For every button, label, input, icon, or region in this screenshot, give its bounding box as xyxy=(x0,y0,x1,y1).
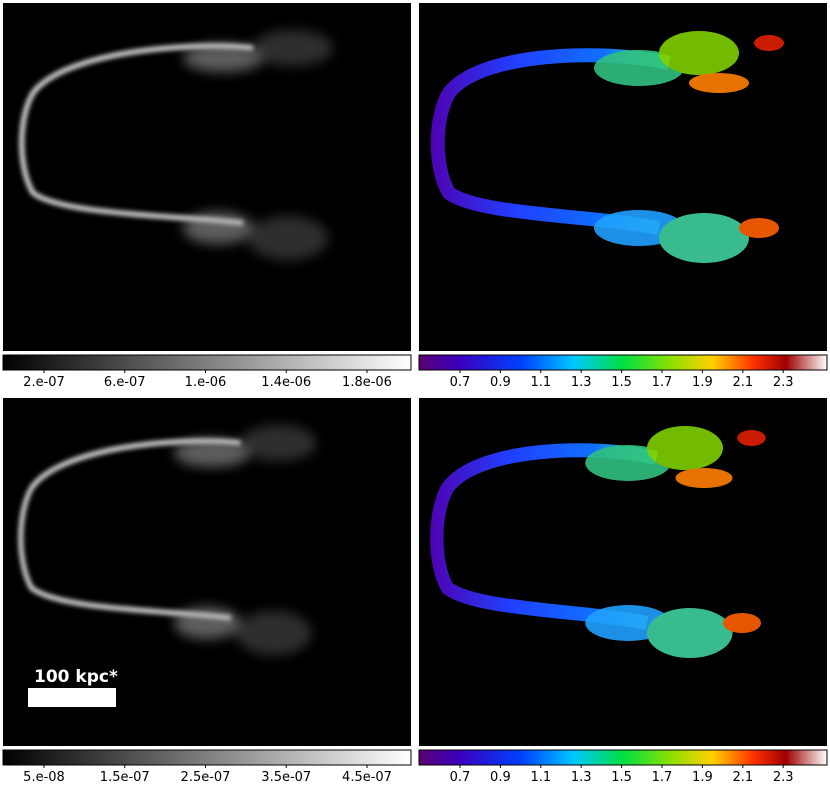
scale-bar xyxy=(28,688,116,707)
colorbar-tick-label: 1.9 xyxy=(692,770,713,785)
scale-bar-label: 100 kpc* xyxy=(34,667,118,687)
colorbar-tick-label: 0.7 xyxy=(450,770,471,785)
colorbar-tick-label: 1.1 xyxy=(530,375,551,390)
colorbar-tick-label: 2.3 xyxy=(773,375,794,390)
colorbar-tick-label: 2.e-07 xyxy=(23,375,65,390)
colorbar-tick-label: 1.5 xyxy=(611,375,632,390)
colorbar-tick-label: 0.9 xyxy=(490,770,511,785)
colorbar-tick-label: 4.5e-07 xyxy=(342,770,392,785)
colorbar-tick-label: 1.1 xyxy=(530,770,551,785)
colorbar-tick-label: 1.3 xyxy=(571,375,592,390)
colorbar-tick-label: 5.e-08 xyxy=(23,770,65,785)
colorbar xyxy=(2,749,412,766)
colorbar-tick-label: 1.9 xyxy=(692,375,713,390)
colorbar-tick-label: 2.3 xyxy=(773,770,794,785)
colorbar-tick-label: 1.4e-06 xyxy=(261,375,311,390)
colorbar-tick-label: 3.5e-07 xyxy=(261,770,311,785)
colorbar xyxy=(418,354,828,371)
colorbar-tick-label: 6.e-07 xyxy=(104,375,146,390)
colorbar-tick-label: 1.7 xyxy=(652,770,673,785)
colorbar-tick-label: 1.e-06 xyxy=(185,375,227,390)
colorbar xyxy=(418,749,828,766)
colorbar-tick-label: 1.3 xyxy=(571,770,592,785)
colorbars xyxy=(2,354,828,766)
colorbar-tick-label: 1.5e-07 xyxy=(100,770,150,785)
panels xyxy=(3,3,827,746)
colorbar xyxy=(2,354,412,371)
colorbar-tick-label: 1.8e-06 xyxy=(342,375,392,390)
colorbar-tick-label: 1.7 xyxy=(652,375,673,390)
colorbar-tick-label: 2.5e-07 xyxy=(181,770,231,785)
colorbar-tick-label: 2.1 xyxy=(732,770,753,785)
colorbar-tick-label: 0.9 xyxy=(490,375,511,390)
colorbar-tick-label: 1.5 xyxy=(611,770,632,785)
colorbar-tick-label: 2.1 xyxy=(732,375,753,390)
colorbar-tick-label: 0.7 xyxy=(450,375,471,390)
